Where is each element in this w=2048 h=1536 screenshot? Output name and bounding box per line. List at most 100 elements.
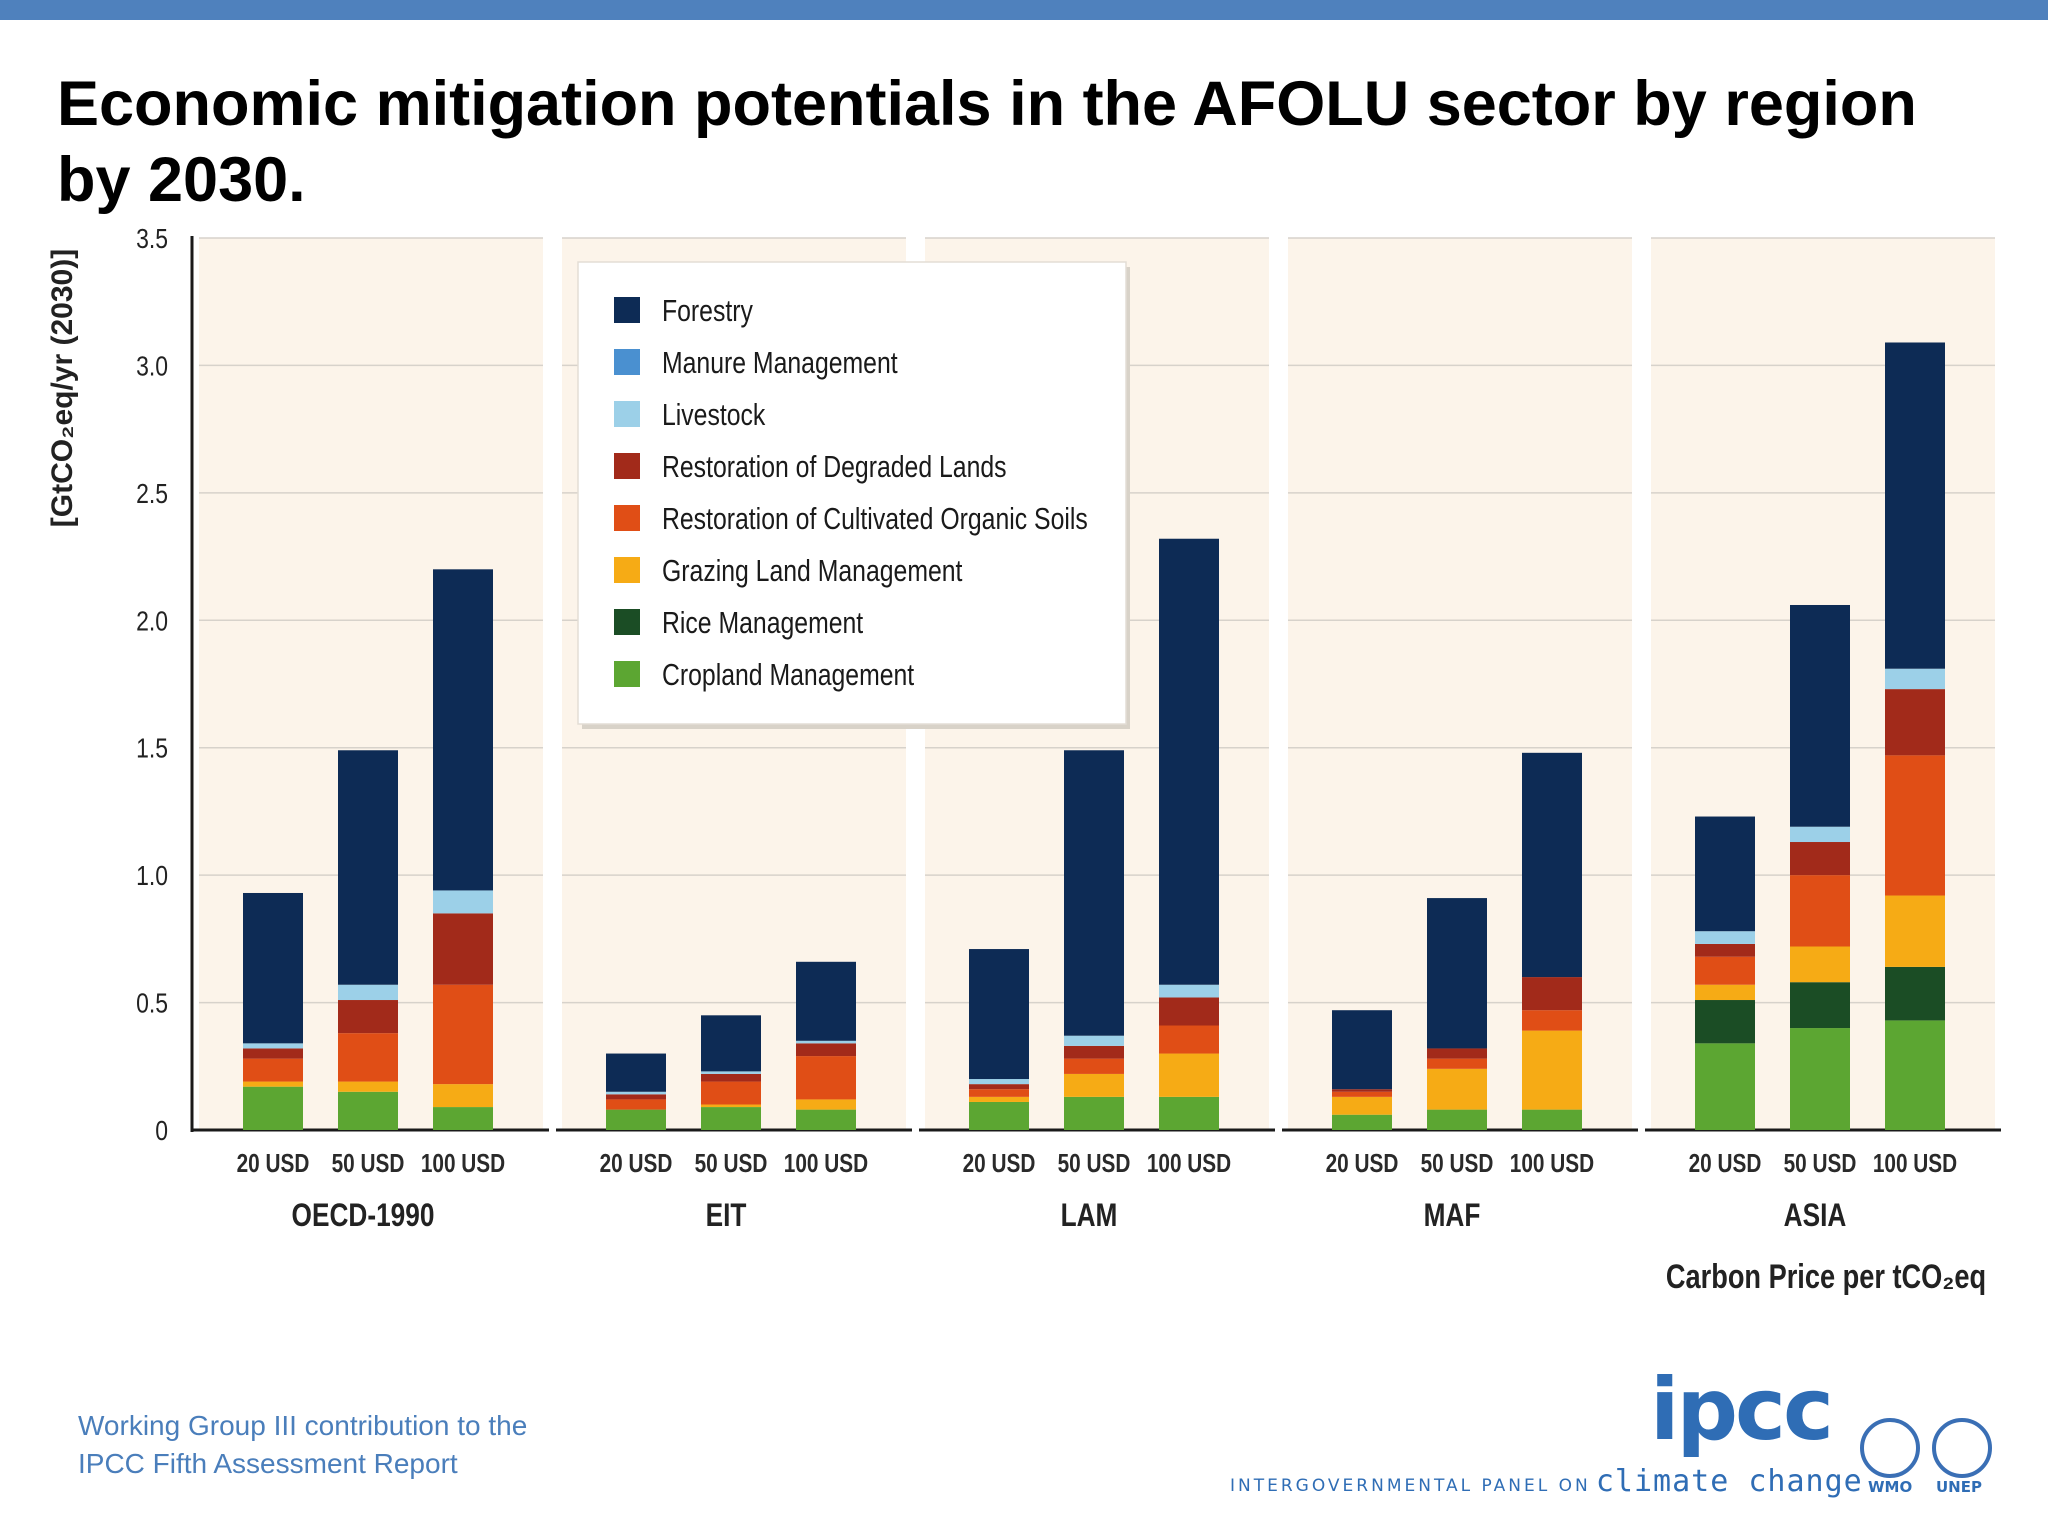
ipcc-tagline: INTERGOVERNMENTAL PANEL ON climate chang…: [1230, 1464, 1863, 1499]
bar-segment: [1522, 1010, 1582, 1031]
bar-segment: [1790, 875, 1850, 947]
x-tick-label: 50 USD: [695, 1149, 768, 1178]
region-label: OECD-1990: [292, 1199, 435, 1234]
bar-segment: [606, 1053, 666, 1092]
bar-segment: [969, 1096, 1029, 1102]
x-tick-label: 20 USD: [1326, 1149, 1399, 1178]
legend-label: Restoration of Cultivated Organic Soils: [662, 501, 1088, 535]
bar-segment: [1885, 689, 1945, 756]
legend-swatch: [614, 349, 640, 375]
region-label: LAM: [1061, 1199, 1118, 1234]
wmo-emblem-icon: [1860, 1418, 1920, 1478]
legend-swatch: [614, 661, 640, 687]
footer-credit: Working Group III contribution to the IP…: [78, 1407, 527, 1483]
legend-box: [577, 261, 1127, 725]
bar-segment: [243, 1086, 303, 1130]
bar-segment: [1695, 1000, 1755, 1044]
bar-segment: [1159, 1025, 1219, 1054]
bar-segment: [433, 984, 493, 1085]
legend-swatch: [614, 609, 640, 635]
bar-segment: [969, 1079, 1029, 1085]
bar-segment: [338, 1000, 398, 1034]
bar-segment: [701, 1015, 761, 1072]
x-tick-label: 100 USD: [421, 1149, 505, 1178]
bar-segment: [433, 1084, 493, 1108]
bar-segment: [1695, 984, 1755, 1001]
legend-label: Forestry: [662, 293, 753, 327]
bar-segment: [969, 949, 1029, 1080]
bar-segment: [701, 1081, 761, 1105]
bar-segment: [606, 1091, 666, 1095]
legend-swatch: [614, 505, 640, 531]
bar-segment: [1064, 1035, 1124, 1046]
bar-segment: [338, 984, 398, 1001]
bar-segment: [1332, 1010, 1392, 1090]
bar-segment: [1885, 895, 1945, 967]
bar-segment: [1695, 1043, 1755, 1130]
bar-segment: [701, 1107, 761, 1130]
bar-segment: [1064, 1045, 1124, 1059]
bar-segment: [796, 1109, 856, 1130]
bar-segment: [338, 1081, 398, 1092]
bar-segment: [1427, 1048, 1487, 1059]
bar-segment: [1885, 342, 1945, 669]
bar-segment: [1790, 1028, 1850, 1130]
bar-segment: [606, 1109, 666, 1130]
bar-segment: [969, 1084, 1029, 1090]
top-accent-bar: [0, 0, 2048, 20]
x-tick-label: 50 USD: [1784, 1149, 1857, 1178]
bar-segment: [796, 1099, 856, 1110]
legend-swatch: [614, 401, 640, 427]
bar-segment: [701, 1071, 761, 1074]
bar-segment: [1427, 1109, 1487, 1130]
y-tick-label: 2.0: [136, 606, 168, 637]
bar-segment: [969, 1089, 1029, 1097]
bar-segment: [1332, 1096, 1392, 1115]
bar-segment: [1159, 1053, 1219, 1097]
bar-segment: [1522, 752, 1582, 978]
bar-segment: [1522, 1030, 1582, 1110]
legend-swatch: [614, 453, 640, 479]
bar-segment: [1064, 1096, 1124, 1130]
bar-segment: [1885, 1020, 1945, 1130]
region-label: ASIA: [1784, 1199, 1847, 1234]
x-tick-label: 100 USD: [1510, 1149, 1594, 1178]
bar-segment: [701, 1104, 761, 1108]
bar-segment: [338, 1091, 398, 1130]
bar-segment: [433, 913, 493, 985]
bar-segment: [606, 1094, 666, 1100]
bar-segment: [1790, 604, 1850, 827]
bar-segment: [796, 1043, 856, 1057]
x-tick-label: 20 USD: [600, 1149, 673, 1178]
bar-segment: [1885, 668, 1945, 690]
bar-segment: [1790, 842, 1850, 876]
x-axis-label: Carbon Price per tCO₂eq: [1666, 1257, 1986, 1296]
y-axis-label: [GtCO₂eq/yr (2030)]: [46, 249, 79, 527]
bar-segment: [1159, 538, 1219, 985]
bar-segment: [1695, 943, 1755, 957]
legend-label: Restoration of Degraded Lands: [662, 449, 1007, 483]
bar-segment: [1790, 982, 1850, 1029]
unep-emblem-icon: [1932, 1418, 1992, 1478]
legend-label: Grazing Land Management: [662, 553, 963, 587]
bar-segment: [1064, 1058, 1124, 1074]
x-tick-label: 50 USD: [332, 1149, 405, 1178]
y-tick-label: 3.0: [136, 351, 168, 382]
y-tick-label: 1.0: [136, 861, 168, 892]
bar-segment: [1427, 898, 1487, 1049]
bar-segment: [243, 1081, 303, 1087]
bar-segment: [1159, 1096, 1219, 1130]
bar-segment: [1790, 826, 1850, 843]
bar-segment: [1064, 750, 1124, 1036]
bar-segment: [1427, 1068, 1487, 1110]
bar-segment: [1064, 1073, 1124, 1097]
legend-label: Livestock: [662, 397, 766, 431]
y-tick-label: 2.5: [136, 479, 168, 510]
region-label: MAF: [1424, 1199, 1481, 1234]
bar-segment: [1522, 977, 1582, 1011]
footer-line-2: IPCC Fifth Assessment Report: [78, 1448, 458, 1479]
legend-label: Rice Management: [662, 605, 863, 639]
legend-swatch: [614, 557, 640, 583]
bar-segment: [1695, 816, 1755, 932]
bar-segment: [243, 1048, 303, 1059]
